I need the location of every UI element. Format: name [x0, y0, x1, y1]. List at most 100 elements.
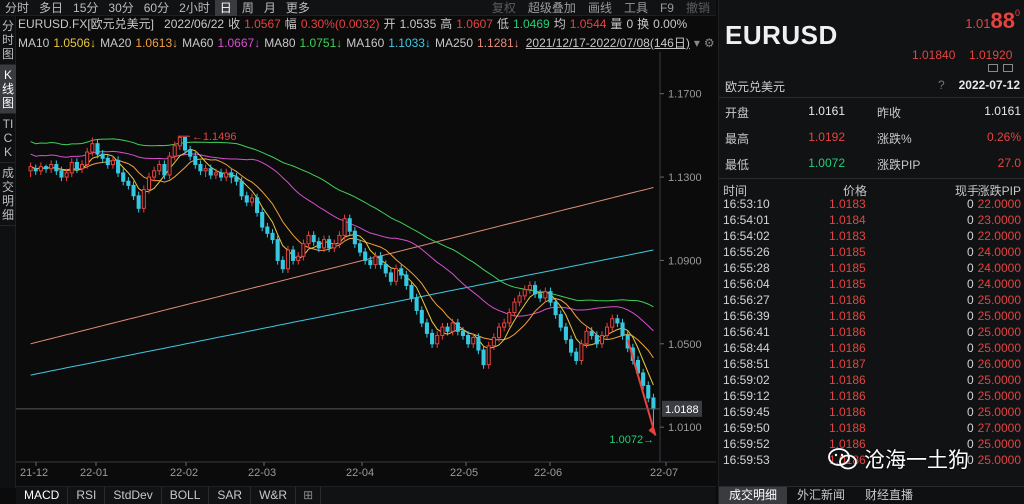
tab-boll[interactable]: BOLL	[162, 487, 210, 504]
vol-label: 量	[610, 17, 623, 31]
help-icon[interactable]: ?	[938, 78, 945, 92]
tab-tick[interactable]: TICK	[0, 114, 16, 163]
trend-arrow-line	[626, 339, 657, 436]
candle-body	[496, 326, 502, 339]
candle-body	[167, 155, 172, 176]
kline-chart[interactable]: 1.1700 1.1300 1.0900 1.0500 1.0100 21-12 22-01…	[16, 52, 716, 478]
tab-kline[interactable]: K线图	[0, 65, 16, 114]
candle-body	[481, 349, 486, 366]
add-indicator-icon[interactable]: ⊞	[296, 487, 322, 504]
candle-body	[244, 195, 249, 203]
candle-body	[563, 326, 568, 341]
x-tick-label: 22-04	[346, 467, 374, 478]
current-price-label: 1.0188	[665, 404, 699, 416]
adjust-button[interactable]: 复权	[491, 0, 516, 15]
tick-change-pip: 25.0000	[977, 405, 1021, 419]
candle-body	[193, 155, 198, 166]
x-tick-label: 22-07	[650, 467, 678, 478]
stat-row-low: 最低 1.0072 涨跌PIP 27.0	[719, 156, 1024, 174]
tick-price: 1.0186	[829, 437, 866, 451]
window-icon[interactable]	[1003, 64, 1013, 72]
tick-volume: 0	[967, 389, 974, 403]
tick-change-pip: 25.0000	[977, 373, 1021, 387]
candle-body	[198, 164, 203, 172]
tab-deals[interactable]: 成交明细	[0, 163, 16, 226]
period-15min[interactable]: 15分	[73, 0, 99, 15]
candle-body	[157, 164, 162, 172]
stat-row-high: 最高 1.0192 涨跌% 0.26%	[719, 130, 1024, 148]
stat-label: 涨跌PIP	[877, 158, 921, 172]
candle-body	[589, 330, 594, 336]
candle-body	[208, 168, 213, 176]
tab-sar[interactable]: SAR	[209, 487, 252, 504]
period-more[interactable]: 更多	[285, 0, 310, 15]
tab-macd[interactable]: MACD	[16, 487, 69, 504]
period-2hour[interactable]: 2小时	[179, 0, 210, 15]
tab-stddev[interactable]: StdDev	[105, 487, 162, 504]
tab-rsi[interactable]: RSI	[68, 487, 106, 504]
ma-info-row: MA10 1.0506↓ MA20 1.0613↓ MA60 1.0667↓ M…	[18, 35, 715, 51]
candle-body	[548, 291, 553, 303]
candle-body	[594, 334, 599, 345]
tick-price: 1.0186	[829, 405, 866, 419]
tick-volume: 0	[967, 325, 974, 339]
tick-time: 16:59:52	[723, 437, 770, 451]
date-range[interactable]: 2021/12/17-2022/07/08(146日)	[525, 36, 690, 50]
turnover-label: 换	[637, 17, 650, 31]
period-week[interactable]: 周	[241, 0, 254, 15]
tick-row: 16:59:02 1.0186 0 25.0000	[719, 372, 1024, 388]
stat-value: 0.26%	[986, 130, 1021, 144]
tick-change-pip: 25.0000	[977, 341, 1021, 355]
tick-row: 16:56:04 1.0185 0 24.0000	[719, 276, 1024, 292]
turnover-value: 0.00%	[653, 17, 688, 31]
last-price-main: 1.01	[965, 16, 991, 31]
tab-wr[interactable]: W&R	[251, 487, 297, 504]
candle-body	[460, 330, 466, 336]
candle-body	[285, 249, 290, 270]
candle-body	[399, 268, 404, 276]
period-30min[interactable]: 30分	[108, 0, 134, 15]
undo-button[interactable]: 撤销	[685, 0, 710, 15]
window-icon[interactable]	[988, 64, 998, 72]
tick-volume: 0	[967, 421, 974, 435]
candle-body	[378, 255, 383, 266]
ma250-value: 1.1281↓	[477, 36, 520, 50]
tick-price: 1.0183	[829, 197, 866, 211]
tick-time: 16:56:39	[723, 309, 770, 323]
tick-change-pip: 25.0000	[977, 437, 1021, 451]
tab-trade-details[interactable]: 成交明细	[719, 487, 788, 504]
period-duori[interactable]: 多日	[39, 0, 64, 15]
tick-time: 16:56:27	[723, 293, 770, 307]
tab-fenshi[interactable]: 分时图	[0, 16, 16, 65]
candle-body	[28, 166, 33, 172]
candle-body	[59, 170, 64, 178]
gear-icon[interactable]: ⚙	[703, 36, 715, 50]
candle-body	[394, 268, 399, 282]
period-day[interactable]: 日	[214, 0, 237, 16]
tick-price: 1.0185	[829, 277, 866, 291]
period-60min[interactable]: 60分	[143, 0, 170, 15]
candle-body	[280, 259, 285, 270]
low-value: 1.0469	[513, 17, 550, 31]
x-tick-label: 22-05	[450, 467, 478, 478]
ma160-label: MA160	[346, 36, 385, 50]
candle-body	[357, 243, 363, 253]
tick-change-pip: 23.0000	[977, 213, 1021, 227]
candle-body	[337, 234, 342, 245]
tab-live[interactable]: 财经直播	[865, 488, 914, 502]
bar-date: 2022/06/22	[164, 17, 225, 31]
overlay-button[interactable]: 超级叠加	[527, 0, 576, 15]
period-month[interactable]: 月	[263, 0, 276, 15]
chevron-down-icon[interactable]: ▾	[693, 36, 700, 50]
x-tick-label: 21-12	[20, 467, 48, 478]
stat-value: 1.0072	[808, 156, 845, 170]
ma20-value: 1.0613↓	[135, 36, 179, 50]
tick-row: 16:59:45 1.0186 0 25.0000	[719, 404, 1024, 420]
draw-line-button[interactable]: 画线	[587, 0, 612, 15]
tools-button[interactable]: 工具	[623, 0, 648, 15]
tab-fx-news[interactable]: 外汇新闻	[797, 488, 846, 502]
f9-button[interactable]: F9	[659, 0, 674, 15]
tick-price: 1.0183	[829, 229, 866, 243]
candle-body	[131, 184, 136, 197]
period-fenshi[interactable]: 分时	[5, 0, 30, 15]
